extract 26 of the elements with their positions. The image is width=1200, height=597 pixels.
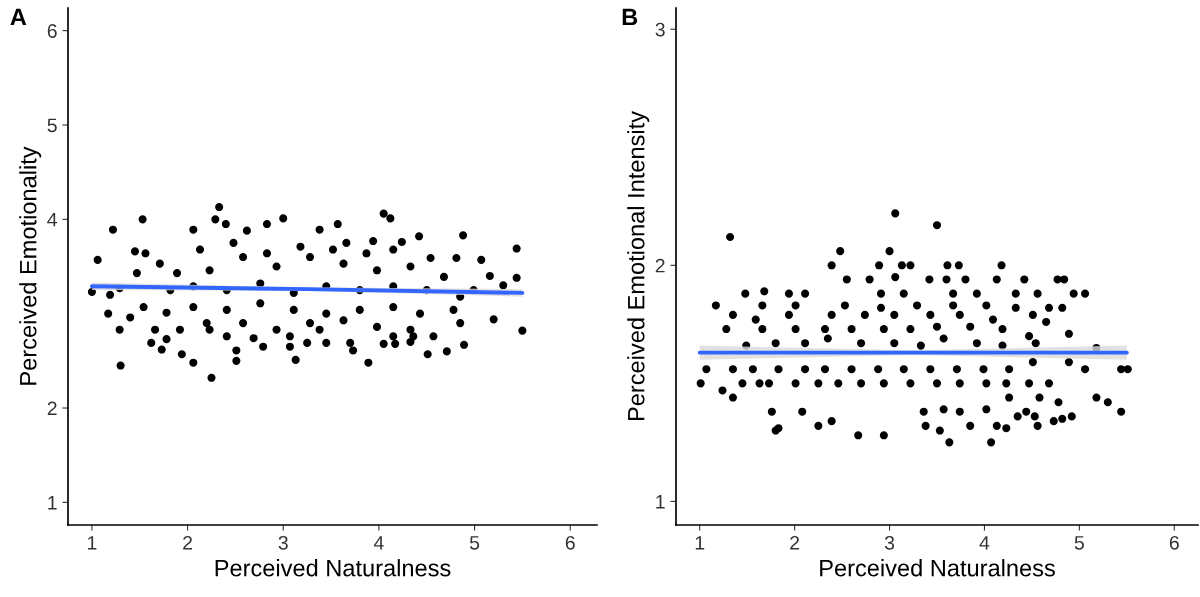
- x-tick-label: 4: [979, 536, 990, 550]
- x-tick-label: 4: [373, 536, 384, 550]
- y-tick-label: 2: [655, 258, 665, 273]
- y-tick-label: 3: [655, 22, 665, 37]
- x-tick-label: 6: [1169, 535, 1179, 550]
- x-tick-label: 3: [884, 535, 895, 550]
- y-tick-label: 2: [47, 401, 57, 416]
- x-tick-label: 2: [790, 535, 800, 550]
- y-tick-label: 1: [656, 495, 665, 509]
- y-tick-label: 1: [48, 496, 57, 510]
- y-axis-title: Perceived Emotional Intensity: [627, 111, 650, 421]
- y-tick-label: 4: [47, 213, 58, 227]
- x-tick-label: 2: [183, 535, 193, 550]
- x-tick-label: 6: [565, 535, 575, 550]
- x-tick-label: 5: [469, 536, 480, 550]
- chart-title: B: [622, 8, 638, 26]
- x-tick-label: 1: [87, 536, 97, 550]
- y-axis-title: Perceived Emotionality: [19, 146, 42, 385]
- y-tick-label: 5: [47, 118, 57, 133]
- x-tick-label: 3: [278, 535, 288, 550]
- x-tick-label: 5: [1074, 536, 1084, 550]
- x-tick-label: 1: [695, 536, 705, 550]
- x-axis-title: Perceived Naturalness: [215, 559, 451, 577]
- chart-title: A: [10, 8, 27, 26]
- y-tick-label: 6: [47, 24, 57, 38]
- x-axis-title: Perceived Naturalness: [820, 559, 1055, 577]
